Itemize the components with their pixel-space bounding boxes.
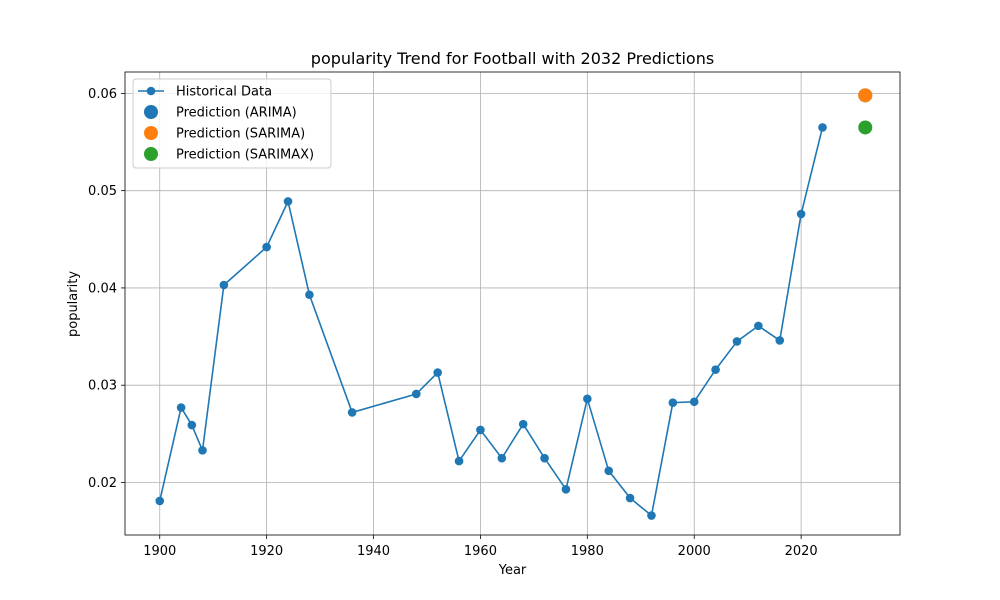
historical-point xyxy=(219,280,229,290)
historical-point xyxy=(689,397,699,407)
legend: Historical Data Prediction (ARIMA) Predict… xyxy=(132,78,332,169)
historical-point xyxy=(775,336,785,345)
historical-point xyxy=(176,403,186,412)
historical-point xyxy=(497,453,507,463)
historical-point xyxy=(433,368,442,377)
gridlines xyxy=(125,72,900,535)
series-3 xyxy=(858,120,873,135)
legend-entries: Historical Data Prediction (ARIMA) Predict… xyxy=(138,85,314,163)
x-tick-label: 1960 xyxy=(464,544,497,559)
legend-box xyxy=(132,78,332,169)
legend-label: Prediction (SARIMAX) xyxy=(176,148,314,163)
historical-point xyxy=(411,389,421,399)
legend-marker-swatch xyxy=(146,86,156,96)
historical-point xyxy=(604,466,614,476)
legend-marker-swatch xyxy=(144,147,158,161)
historical-point xyxy=(454,456,464,466)
series-0 xyxy=(155,123,827,520)
x-tick-label: 1900 xyxy=(143,544,176,559)
y-tick-label: 0.05 xyxy=(88,184,117,199)
historical-point xyxy=(198,446,207,455)
legend-entry: Prediction (ARIMA) xyxy=(144,105,297,121)
y-axis-title: popularity xyxy=(66,271,81,337)
historical-point xyxy=(187,420,197,430)
historical-point xyxy=(754,321,763,331)
legend-label: Historical Data xyxy=(176,85,272,100)
chart-title: popularity Trend for Football with 2032 … xyxy=(311,49,714,68)
legend-entry: Prediction (SARIMAX) xyxy=(144,147,314,163)
x-axis-ticks: 1900 1920 1940 1960 1980 2000 2020 xyxy=(143,535,818,559)
historical-point xyxy=(476,425,485,435)
legend-entry: Prediction (SARIMA) xyxy=(144,126,305,142)
historical-point xyxy=(818,123,827,132)
x-tick-label: 1980 xyxy=(571,544,604,559)
plot-area-border xyxy=(124,71,901,536)
y-tick-label: 0.04 xyxy=(88,281,117,296)
historical-point xyxy=(155,496,165,506)
axes-frame xyxy=(124,71,901,536)
historical-point xyxy=(668,398,678,408)
historical-point xyxy=(347,408,357,417)
prediction-point xyxy=(858,88,873,103)
historical-point xyxy=(796,209,806,219)
legend-entry: Historical Data xyxy=(138,85,272,100)
historical-point xyxy=(262,242,271,252)
x-tick-label: 2000 xyxy=(678,544,711,559)
historical-point xyxy=(283,197,293,206)
historical-point xyxy=(518,419,528,429)
x-axis-title: Year xyxy=(498,563,527,578)
x-tick-label: 1920 xyxy=(250,544,283,559)
y-tick-label: 0.02 xyxy=(88,476,117,491)
historical-point xyxy=(561,484,571,494)
x-tick-label: 1940 xyxy=(357,544,390,559)
historical-point xyxy=(305,290,314,300)
historical-point xyxy=(540,453,549,463)
series-2 xyxy=(858,88,873,103)
historical-point xyxy=(732,337,742,346)
legend-marker-swatch xyxy=(144,126,158,140)
historical-point xyxy=(583,394,592,404)
legend-label: Prediction (ARIMA) xyxy=(176,106,297,121)
historical-point xyxy=(625,493,635,503)
x-tick-label: 2020 xyxy=(785,544,818,559)
y-axis-ticks: 0.02 0.03 0.04 0.05 0.06 xyxy=(88,87,125,491)
y-tick-label: 0.06 xyxy=(88,87,117,102)
prediction-point xyxy=(858,120,873,135)
legend-marker-swatch xyxy=(144,105,158,119)
historical-point xyxy=(711,365,720,374)
legend-label: Prediction (SARIMA) xyxy=(176,127,305,142)
series xyxy=(155,88,873,520)
y-tick-label: 0.03 xyxy=(88,379,117,394)
historical-point xyxy=(647,511,656,520)
